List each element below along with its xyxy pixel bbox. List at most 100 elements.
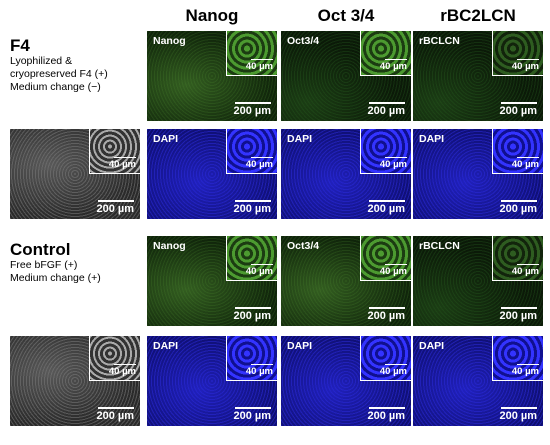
f4-oct34-panel: Oct3/4 40 µm 200 µm	[281, 31, 411, 121]
channel-label: DAPI	[287, 133, 313, 145]
inset-scale-label: 40 µm	[511, 266, 539, 277]
main-scale-label: 200 µm	[233, 410, 271, 422]
channel-label: Nanog	[153, 240, 186, 252]
inset-scale-bar: 40 µm	[511, 263, 539, 277]
magnified-inset: 40 µm	[89, 336, 140, 381]
channel-label: DAPI	[153, 133, 179, 145]
group-condition-line: Medium change (−)	[10, 81, 101, 93]
magnified-inset: 40 µm	[492, 336, 543, 381]
inset-scale-bar: 40 µm	[379, 363, 407, 377]
control-oct34-dapi-panel: DAPI 40 µm 200 µm	[281, 336, 411, 426]
magnified-inset: 40 µm	[360, 129, 411, 174]
main-scale-bar: 200 µm	[499, 200, 537, 215]
magnified-inset: 40 µm	[226, 336, 277, 381]
column-header-oct34: Oct 3/4	[317, 6, 375, 25]
main-scale-bar: 200 µm	[499, 407, 537, 422]
f4-oct34-dapi-panel: DAPI 40 µm 200 µm	[281, 129, 411, 219]
f4-rbc2lcn-panel: rBCLCN 40 µm 200 µm	[413, 31, 543, 121]
main-scale-label: 200 µm	[367, 203, 405, 215]
main-scale-bar: 200 µm	[367, 307, 405, 322]
group-condition-line: cryopreserved F4 (+)	[10, 68, 108, 80]
inset-scale-label: 40 µm	[511, 159, 539, 170]
main-scale-bar: 200 µm	[367, 200, 405, 215]
magnified-inset: 40 µm	[226, 236, 277, 281]
channel-label: Nanog	[153, 35, 186, 47]
inset-scale-bar: 40 µm	[246, 156, 273, 170]
inset-scale-label: 40 µm	[511, 61, 539, 72]
channel-label: DAPI	[419, 133, 445, 145]
group-label-control: Control Free bFGF (+) Medium change (+)	[10, 240, 101, 285]
inset-scale-bar: 40 µm	[108, 156, 136, 170]
inset-scale-bar: 40 µm	[379, 263, 407, 277]
main-scale-bar: 200 µm	[233, 307, 271, 322]
group-title: F4	[10, 36, 30, 55]
inset-scale-label: 40 µm	[245, 61, 273, 72]
magnified-inset: 40 µm	[226, 129, 277, 174]
f4-rbc2lcn-dapi-panel: DAPI 40 µm 200 µm	[413, 129, 543, 219]
f4-phase-contrast-panel: 40 µm 200 µm	[10, 129, 140, 219]
group-condition-line: Lyophilized &	[10, 55, 73, 67]
inset-scale-bar: 40 µm	[245, 263, 273, 277]
inset-scale-bar: 40 µm	[246, 363, 273, 377]
main-scale-label: 200 µm	[233, 310, 271, 322]
main-scale-label: 200 µm	[96, 410, 134, 422]
magnified-inset: 40 µm	[492, 31, 543, 76]
column-header-rbc2lcn: rBC2LCN	[440, 6, 516, 25]
inset-scale-label: 40 µm	[379, 159, 407, 170]
main-scale-label: 200 µm	[499, 310, 537, 322]
main-scale-bar: 200 µm	[96, 407, 134, 422]
group-title: Control	[10, 240, 71, 259]
main-scale-label: 200 µm	[367, 410, 405, 422]
main-scale-bar: 200 µm	[499, 307, 537, 322]
main-scale-label: 200 µm	[233, 105, 271, 117]
inset-scale-bar: 40 µm	[108, 363, 136, 377]
channel-label: rBCLCN	[419, 35, 460, 47]
magnified-inset: 40 µm	[89, 129, 140, 174]
main-scale-label: 200 µm	[367, 310, 405, 322]
channel-label: rBCLCN	[419, 240, 460, 252]
inset-scale-label: 40 µm	[108, 366, 136, 377]
main-scale-label: 200 µm	[233, 203, 271, 215]
inset-scale-bar: 40 µm	[245, 58, 273, 72]
column-header-nanog: Nanog	[185, 6, 239, 25]
inset-scale-label: 40 µm	[108, 159, 136, 170]
magnified-inset: 40 µm	[226, 31, 277, 76]
main-scale-bar: 200 µm	[233, 200, 271, 215]
group-condition-line: Free bFGF (+)	[10, 259, 78, 271]
f4-nanog-panel: Nanog 40 µm 200 µm	[147, 31, 277, 121]
magnified-inset: 40 µm	[360, 31, 411, 76]
channel-label: DAPI	[287, 340, 313, 352]
f4-nanog-dapi-panel: DAPI 40 µm 200 µm	[147, 129, 277, 219]
main-scale-bar: 200 µm	[367, 407, 405, 422]
magnified-inset: 40 µm	[360, 236, 411, 281]
main-scale-bar: 200 µm	[96, 200, 134, 215]
inset-scale-label: 40 µm	[511, 366, 539, 377]
inset-scale-label: 40 µm	[379, 61, 407, 72]
inset-scale-label: 40 µm	[245, 266, 273, 277]
main-scale-label: 200 µm	[499, 410, 537, 422]
main-scale-bar: 200 µm	[233, 407, 271, 422]
inset-scale-label: 40 µm	[379, 266, 407, 277]
inset-scale-bar: 40 µm	[379, 58, 407, 72]
inset-scale-bar: 40 µm	[511, 58, 539, 72]
magnified-inset: 40 µm	[492, 236, 543, 281]
channel-label: Oct3/4	[287, 35, 320, 47]
group-condition-line: Medium change (+)	[10, 272, 101, 284]
main-scale-bar: 200 µm	[499, 102, 537, 117]
main-scale-bar: 200 µm	[233, 102, 271, 117]
magnified-inset: 40 µm	[492, 129, 543, 174]
inset-scale-bar: 40 µm	[379, 156, 407, 170]
control-phase-contrast-panel: 40 µm 200 µm	[10, 336, 140, 426]
control-oct34-panel: Oct3/4 40 µm 200 µm	[281, 236, 411, 326]
group-label-f4: F4 Lyophilized & cryopreserved F4 (+) Me…	[10, 36, 108, 94]
main-scale-label: 200 µm	[499, 203, 537, 215]
control-rbc2lcn-panel: rBCLCN 40 µm 200 µm	[413, 236, 543, 326]
channel-label: DAPI	[419, 340, 445, 352]
control-nanog-dapi-panel: DAPI 40 µm 200 µm	[147, 336, 277, 426]
inset-scale-label: 40 µm	[379, 366, 407, 377]
control-nanog-panel: Nanog 40 µm 200 µm	[147, 236, 277, 326]
inset-scale-bar: 40 µm	[511, 363, 539, 377]
main-scale-bar: 200 µm	[367, 102, 405, 117]
control-rbc2lcn-dapi-panel: DAPI 40 µm 200 µm	[413, 336, 543, 426]
main-scale-label: 200 µm	[499, 105, 537, 117]
